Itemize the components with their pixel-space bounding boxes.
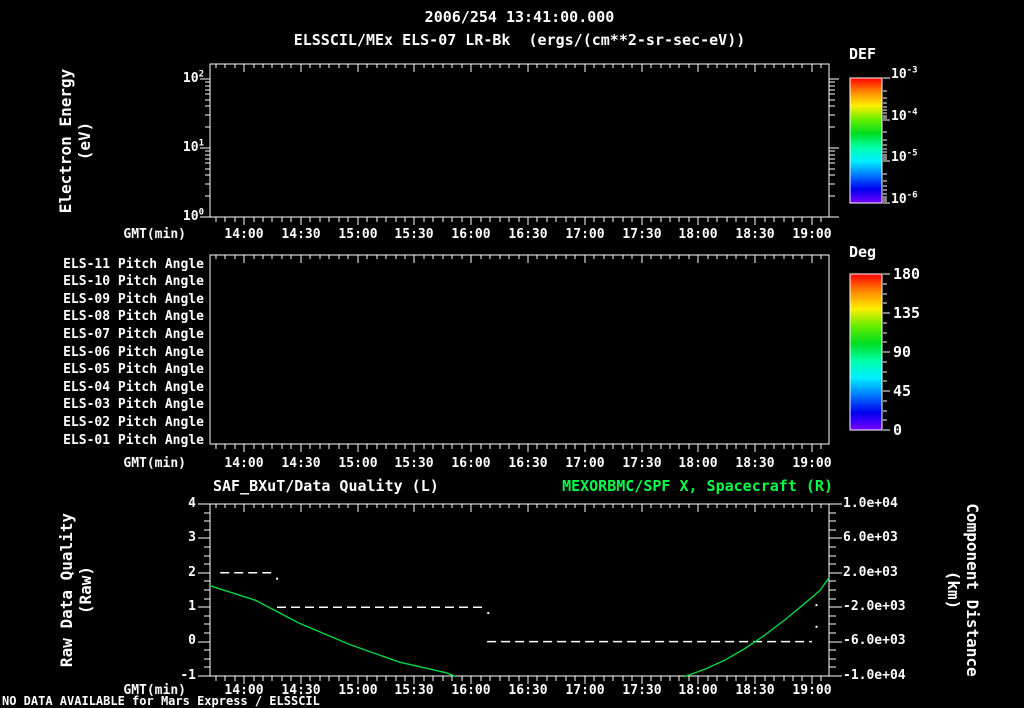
distance-ytick-neg6e3: -6.0e+03 xyxy=(843,633,906,648)
energy-axis-label-line1: Electron Energy xyxy=(56,68,75,214)
distance-ytick-neg1e4: -1.0e+04 xyxy=(843,668,906,683)
energy-ytick-10: 101 xyxy=(182,138,204,155)
quality-right-axis-line1: Component Distance xyxy=(963,503,982,677)
gmt-label-pitch: GMT(min) xyxy=(123,456,186,471)
quality-left-axis-line1: Raw Data Quality xyxy=(57,512,76,668)
distance-ytick-neg2e3: -2.0e+03 xyxy=(843,599,906,614)
distance-ytick-2e3: 2.0e+03 xyxy=(843,565,898,580)
def-tick-1e-4: 10-4 xyxy=(891,107,918,124)
quality-ytick-neg1: -1 xyxy=(180,668,196,683)
energy-axis-label: Electron Energy (eV) xyxy=(56,35,96,247)
quality-left-axis-label: Raw Data Quality (Raw) xyxy=(57,484,97,696)
quality-right-axis-line2: (km) xyxy=(944,570,963,610)
def-tick-1e-5: 10-5 xyxy=(891,148,918,165)
quality-ytick-4: 4 xyxy=(188,496,196,511)
energy-axis-label-line2: (eV) xyxy=(75,121,94,161)
deg-tick-90: 90 xyxy=(893,343,912,361)
distance-ytick-1e4: 1.0e+04 xyxy=(843,496,898,511)
quality-title-left: SAF_BXuT/Data Quality (L) xyxy=(213,477,439,495)
status-bar: NO DATA AVAILABLE for Mars Express / ELS… xyxy=(2,694,320,708)
def-colorbar-title: DEF xyxy=(849,45,877,63)
distance-ytick-6e3: 6.0e+03 xyxy=(843,530,898,545)
deg-tick-135: 135 xyxy=(893,304,921,322)
def-tick-1e-6: 10-6 xyxy=(891,190,918,207)
energy-ytick-1: 100 xyxy=(182,207,204,224)
plot-subtitle: ELSSCIL/MEx ELS-07 LR-Bk (ergs/(cm**2-sr… xyxy=(293,31,746,49)
quality-right-axis-label: Component Distance (km) xyxy=(942,484,982,696)
def-tick-1e-3: 10-3 xyxy=(891,65,918,82)
gmt-label-quality: GMT(min) xyxy=(123,683,186,698)
deg-tick-45: 45 xyxy=(893,382,912,400)
deg-tick-180: 180 xyxy=(893,265,921,283)
gmt-label-energy: GMT(min) xyxy=(123,227,186,242)
quality-ytick-2: 2 xyxy=(188,565,196,580)
deg-tick-0: 0 xyxy=(893,421,903,439)
quality-ytick-3: 3 xyxy=(188,530,196,545)
quality-left-axis-line2: (Raw) xyxy=(76,565,95,615)
page-title: 2006/254 13:41:00.000 xyxy=(424,8,615,26)
quality-title-right: MEXORBMC/SPF X, Spacecraft (R) xyxy=(562,477,833,495)
deg-colorbar-title: Deg xyxy=(849,243,877,261)
quality-ytick-0: 0 xyxy=(188,633,196,648)
energy-ytick-100: 102 xyxy=(182,69,204,86)
quality-ytick-1: 1 xyxy=(188,599,196,614)
